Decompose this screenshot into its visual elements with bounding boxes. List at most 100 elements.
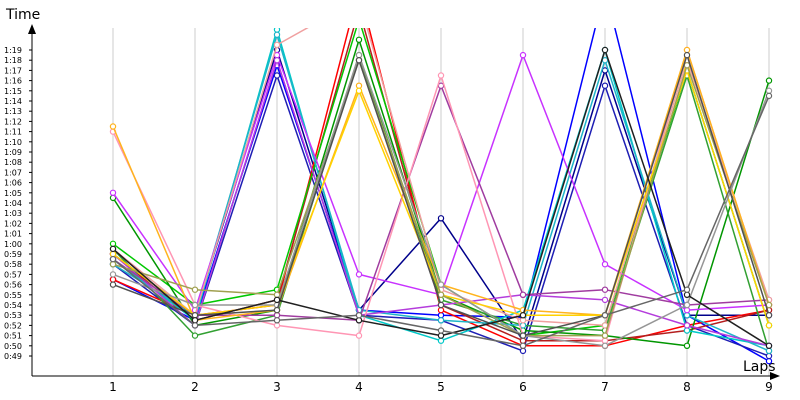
x-tick-labels: 1 2 3 4 5 6 7 8 9: [109, 380, 773, 394]
data-point: [355, 51, 363, 59]
data-point: [437, 301, 445, 309]
y-tick-label: 0:53: [4, 311, 22, 320]
y-tick-label: 1:14: [4, 97, 22, 106]
data-point: [355, 332, 363, 339]
data-point: [356, 7, 361, 12]
y-tick-label: 1:07: [4, 168, 22, 177]
data-point: [191, 322, 199, 329]
y-tick-label: 1:10: [4, 138, 22, 147]
x-tick-label-3: 3: [273, 380, 281, 394]
data-point: [437, 82, 445, 89]
y-tick-label: 1:09: [4, 148, 22, 157]
data-point: [109, 276, 117, 283]
data-point: [355, 87, 363, 95]
y-tick-label: 1:05: [4, 189, 22, 198]
data-point: [519, 342, 527, 349]
data-point: [601, 337, 609, 344]
y-tick-label: 1:15: [4, 87, 22, 96]
x-tick-label-4: 4: [355, 380, 363, 394]
data-point: [273, 28, 281, 33]
data-point: [765, 301, 773, 309]
y-tick-label: 1:16: [4, 77, 22, 86]
data-point: [437, 281, 445, 288]
data-point: [355, 317, 363, 324]
data-point: [765, 342, 773, 349]
y-tick-label: 0:55: [4, 291, 22, 300]
data-point: [273, 41, 281, 49]
x-tick-label-1: 1: [109, 380, 117, 394]
data-point: [519, 332, 527, 339]
data-point: [437, 317, 445, 324]
data-point: [273, 322, 281, 329]
y-axis-arrow: [28, 24, 36, 34]
series-21: [109, 46, 773, 349]
data-point: [109, 255, 117, 263]
y-tick-labels: 0:490:500:51 0:520:530:540:550:56 0:570:58…: [4, 46, 32, 361]
data-point: [355, 57, 363, 64]
y-tick-label: 1:02: [4, 219, 22, 228]
data-point: [765, 312, 773, 319]
y-tick-label: 1:08: [4, 158, 22, 167]
axis-layer: Time Laps: [5, 7, 780, 380]
data-point: [765, 92, 773, 100]
data-point: [519, 317, 527, 324]
data-point: [683, 306, 691, 314]
data-point: [273, 312, 281, 319]
data-point: [437, 215, 445, 222]
data-point: [273, 291, 281, 298]
data-point: [273, 72, 281, 79]
data-point: [683, 327, 691, 334]
data-point: [273, 296, 281, 304]
data-point: [273, 57, 281, 64]
y-tick-label: 0:58: [4, 260, 22, 269]
data-point: [519, 322, 527, 329]
data-point: [601, 342, 609, 349]
data-point: [601, 46, 609, 54]
data-point: [355, 36, 363, 44]
data-point: [191, 317, 199, 324]
data-point: [519, 51, 527, 59]
y-tick-label: 0:59: [4, 250, 22, 259]
y-tick-label: 1:01: [4, 230, 22, 239]
data-point: [437, 72, 445, 79]
data-point: [683, 51, 691, 59]
data-point: [519, 291, 527, 298]
data-point: [683, 342, 691, 349]
y-tick-label: 0:56: [4, 281, 22, 290]
data-point: [683, 301, 691, 309]
data-point: [519, 312, 527, 319]
data-point: [601, 312, 609, 319]
y-tick-label: 1:12: [4, 117, 22, 126]
data-point: [437, 337, 445, 344]
data-point: [683, 46, 691, 54]
series-22: [109, 92, 773, 349]
y-tick-label: 1:13: [4, 107, 22, 116]
data-point: [437, 312, 445, 319]
y-tick-label: 0:51: [4, 332, 22, 341]
y-tick-label: 1:17: [4, 66, 22, 75]
data-point: [765, 322, 773, 329]
data-point: [109, 123, 117, 130]
data-point: [273, 306, 281, 314]
data-point: [355, 271, 363, 278]
data-point: [109, 189, 117, 196]
data-point: [191, 286, 199, 293]
data-point: [683, 286, 691, 293]
data-point: [683, 62, 691, 69]
y-tick-label: 1:18: [4, 56, 22, 65]
y-tick-label: 1:06: [4, 179, 22, 188]
data-point: [519, 347, 527, 355]
x-axis-arrow: [770, 372, 780, 380]
y-tick-label: 0:50: [4, 342, 22, 351]
data-point: [765, 347, 773, 355]
data-point: [109, 261, 117, 268]
data-point: [355, 82, 363, 89]
data-point: [683, 291, 691, 298]
data-point: [109, 245, 117, 253]
data-point: [356, 0, 361, 2]
data-point: [683, 312, 691, 319]
x-tick-label-8: 8: [683, 380, 691, 394]
data-point: [355, 312, 363, 319]
